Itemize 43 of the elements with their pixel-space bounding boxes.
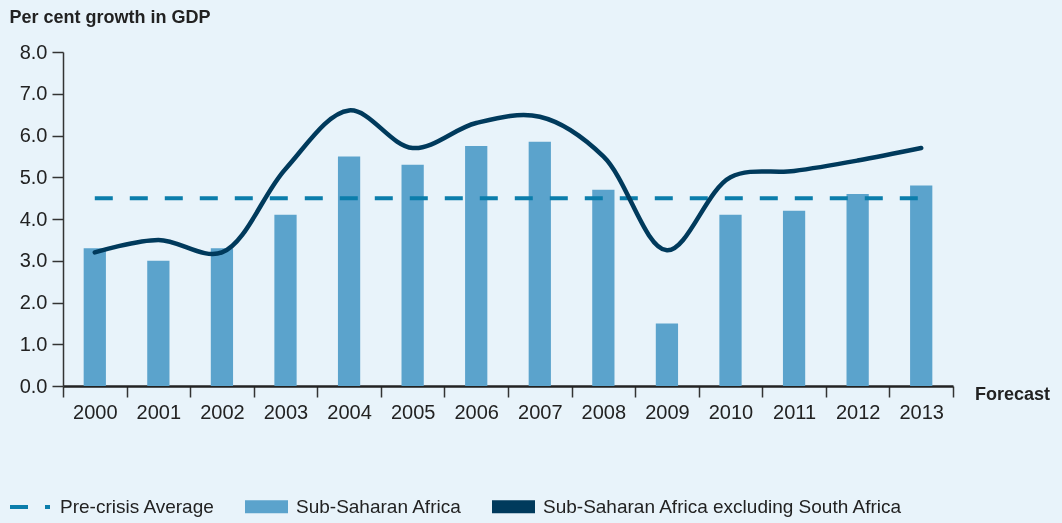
legend-label: Sub-Saharan Africa	[296, 495, 462, 517]
bar	[337, 156, 361, 386]
y-axis-title: Per cent growth in GDP	[9, 6, 211, 27]
x-tick-label: 2006	[454, 400, 499, 423]
text: Forecast	[975, 384, 1051, 404]
bar	[592, 189, 615, 386]
bar	[910, 185, 933, 386]
y-tick-label: 2.0	[19, 291, 48, 313]
x-tick-label: 2007	[518, 400, 563, 423]
y-tick-label: 1.0	[19, 332, 48, 355]
x-tick-label: 2013	[899, 400, 944, 423]
bar	[719, 214, 742, 386]
bar	[401, 164, 424, 386]
bar	[655, 323, 679, 386]
bar	[83, 248, 106, 386]
y-tick-label: 8.0	[19, 40, 48, 63]
y-tick-label: 6.0	[19, 124, 48, 146]
x-tick-label: 2003	[263, 400, 309, 423]
y-tick-label: 3.0	[19, 249, 48, 272]
y-tick-label: 5.0	[19, 165, 48, 188]
bar	[210, 248, 234, 386]
x-tick-label: 2012	[835, 400, 881, 423]
y-tick-label: 4.0	[19, 207, 48, 230]
x-tick-label: 2001	[136, 400, 182, 423]
x-tick-label: 2002	[200, 400, 245, 423]
y-tick-label: 7.0	[19, 82, 48, 105]
x-tick-label: 2008	[581, 400, 627, 423]
bar	[147, 260, 170, 386]
x-tick-label: 2004	[327, 400, 372, 423]
line-series	[92, 108, 924, 256]
x-tick-label: 2011	[773, 400, 817, 423]
x-tick-label: 2009	[645, 400, 690, 423]
x-tick-label: 2005	[390, 400, 436, 423]
bar	[782, 210, 806, 386]
x-tick-label: 2000	[73, 400, 118, 423]
legend-label: Pre-crisis Average	[60, 496, 214, 517]
x-tick-label: 2010	[708, 400, 754, 423]
legend-label: Sub-Saharan Africa excluding South Africa	[543, 495, 902, 517]
bar	[465, 145, 488, 386]
y-tick-label: 0.0	[19, 374, 48, 397]
bar	[846, 193, 869, 386]
bar	[274, 214, 297, 386]
bar	[528, 141, 551, 386]
